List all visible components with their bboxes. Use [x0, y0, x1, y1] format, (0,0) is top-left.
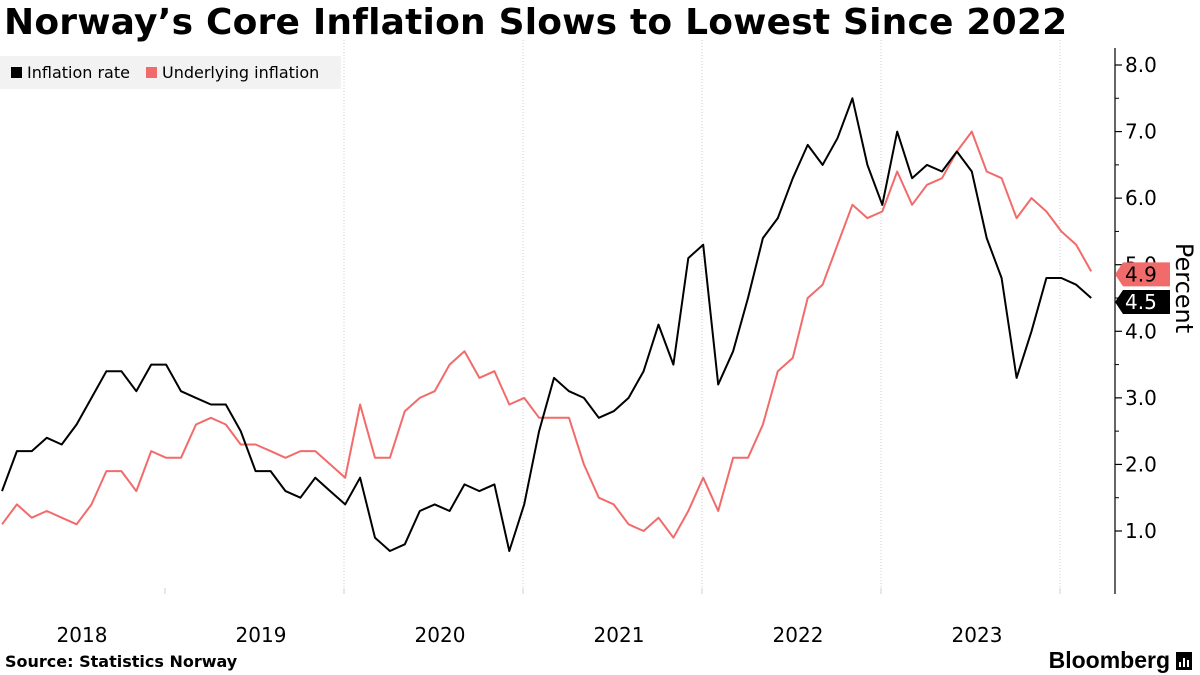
line-chart: 1.02.03.04.05.06.07.08.0Percent201820192…: [1, 40, 1198, 647]
x-tick-label: 2020: [415, 623, 466, 647]
y-tick-label: 3.0: [1125, 386, 1157, 410]
source-note: Source: Statistics Norway: [5, 652, 238, 671]
y-axis-label: Percent: [1170, 243, 1198, 333]
x-tick-label: 2022: [773, 623, 824, 647]
x-tick-label: 2021: [594, 623, 645, 647]
bloomberg-terminal-icon: [1176, 651, 1192, 670]
legend-label-underlying-inflation: Underlying inflation: [161, 63, 320, 82]
legend-swatch-inflation-rate: [11, 67, 22, 78]
y-tick-label: 8.0: [1125, 53, 1157, 77]
last-value-label-underlying-inflation: 4.9: [1125, 262, 1157, 286]
y-tick-label: 7.0: [1125, 120, 1157, 144]
bloomberg-logo: Bloomberg: [1049, 647, 1192, 674]
bloomberg-wordmark: Bloomberg: [1048, 647, 1170, 673]
y-tick-label: 1.0: [1125, 519, 1157, 543]
last-value-tag-inflation-rate: [1115, 290, 1170, 314]
legend-item-underlying-inflation[interactable]: Underlying inflation: [145, 63, 320, 82]
x-tick-label: 2019: [236, 623, 287, 647]
y-tick-label: 2.0: [1125, 452, 1157, 476]
y-tick-label: 6.0: [1125, 186, 1157, 210]
x-tick-label: 2023: [952, 623, 1003, 647]
series-line-underlying-inflation: [1, 130, 1093, 539]
y-tick-label: 4.0: [1125, 319, 1157, 343]
legend-item-inflation-rate[interactable]: Inflation rate: [11, 63, 130, 82]
last-value-label-inflation-rate: 4.5: [1125, 290, 1157, 314]
legend-swatch-underlying-inflation: [145, 67, 157, 78]
last-value-tag-underlying-inflation: [1115, 262, 1170, 287]
legend-label-inflation-rate: Inflation rate: [27, 63, 130, 82]
series-line-inflation-rate: [1, 97, 1092, 552]
chart-title: Norway’s Core Inflation Slows to Lowest …: [4, 2, 1068, 43]
x-tick-label: 2018: [57, 623, 108, 647]
legend: Inflation rate Underlying inflation: [0, 56, 341, 89]
